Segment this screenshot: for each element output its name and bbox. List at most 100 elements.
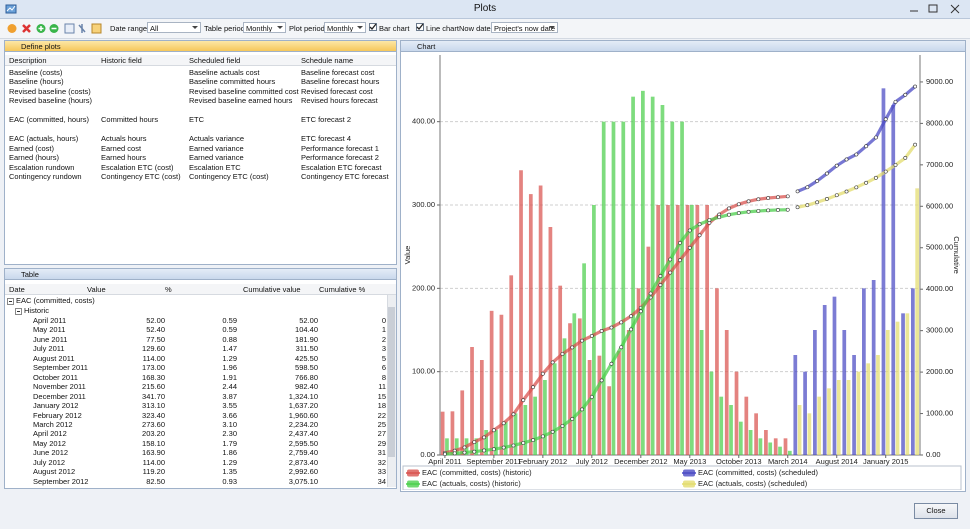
table-cell: 114.00 bbox=[142, 353, 165, 363]
bar bbox=[685, 205, 690, 455]
line-marker bbox=[756, 209, 761, 213]
bar bbox=[778, 446, 782, 455]
line-marker bbox=[746, 209, 751, 214]
bar bbox=[797, 405, 802, 455]
table-cell: Earned variance bbox=[189, 143, 244, 153]
line-marker bbox=[893, 99, 898, 104]
date-range-select[interactable]: All bbox=[147, 22, 201, 33]
line-marker bbox=[550, 360, 555, 365]
table-cell: Actuals cost bbox=[101, 124, 142, 134]
bar bbox=[597, 355, 602, 455]
line-marker bbox=[815, 200, 820, 205]
bar bbox=[729, 405, 733, 455]
bar bbox=[738, 421, 743, 455]
x-tick-label: January 2015 bbox=[863, 457, 908, 466]
legend-box bbox=[402, 465, 962, 490]
column-header: Historic field bbox=[101, 56, 142, 65]
plot-period-select[interactable]: Monthly bbox=[324, 22, 366, 33]
column-header: Cumulative % bbox=[319, 285, 366, 294]
table-cell: 1.91 bbox=[222, 372, 237, 382]
table-cell: 3,075.10 bbox=[288, 476, 318, 486]
scrollbar-thumb[interactable] bbox=[388, 307, 395, 457]
table-cell: Baseline (hours) bbox=[9, 77, 64, 86]
line-marker bbox=[531, 385, 535, 390]
table-cell: Revised baseline (costs) bbox=[9, 86, 91, 96]
bar bbox=[587, 360, 592, 455]
column-header: Scheduled field bbox=[189, 56, 241, 65]
table-cell: 3 bbox=[381, 344, 386, 354]
table-cell: 1.29 bbox=[222, 457, 237, 467]
bar-chart-checkbox[interactable] bbox=[369, 23, 377, 31]
table-cell: ETC forecast 1 bbox=[301, 105, 352, 115]
bar bbox=[881, 88, 886, 456]
bar bbox=[695, 205, 700, 455]
table-cell: 29 bbox=[377, 438, 386, 448]
bar bbox=[470, 347, 474, 455]
bar bbox=[523, 405, 528, 455]
table-cell: Revised forecast cost bbox=[301, 86, 373, 96]
bar-chart-label: Bar chart bbox=[379, 24, 410, 33]
bar bbox=[885, 330, 890, 455]
line-marker bbox=[482, 435, 486, 440]
table-cell: 119.20 bbox=[142, 467, 165, 477]
table-cell: 158.10 bbox=[142, 438, 165, 448]
line-marker bbox=[834, 163, 839, 168]
bar bbox=[454, 438, 459, 455]
table-cell: 8 bbox=[381, 372, 386, 382]
column-header-row bbox=[5, 55, 396, 66]
table-cell: 1,960.60 bbox=[288, 410, 318, 420]
panel-header: Chart bbox=[401, 41, 965, 52]
bar bbox=[538, 185, 543, 455]
bar bbox=[631, 96, 635, 455]
line-marker bbox=[540, 371, 545, 376]
close-button[interactable]: Close bbox=[914, 503, 958, 519]
title-bar: Plots bbox=[0, 0, 970, 19]
table-cell: April 2012 bbox=[33, 429, 67, 439]
line-marker bbox=[560, 424, 565, 428]
line-marker bbox=[727, 206, 731, 211]
line-chart-checkbox[interactable] bbox=[416, 23, 424, 31]
now-date-select[interactable]: Project's now date bbox=[491, 22, 558, 33]
table-cell: September 2012 bbox=[33, 476, 89, 486]
line-chart-label: Line chart bbox=[426, 24, 459, 33]
table-cell: 2,992.60 bbox=[288, 467, 318, 477]
y2-tick-label: 7000.00 bbox=[926, 160, 953, 169]
line-marker bbox=[883, 169, 888, 174]
line-marker bbox=[501, 445, 506, 450]
now-date-label: Now date: bbox=[459, 24, 493, 33]
toolbar-icons[interactable] bbox=[6, 22, 106, 35]
table-cell: 323.40 bbox=[142, 410, 165, 420]
bar bbox=[901, 313, 905, 455]
line-marker bbox=[717, 215, 722, 220]
table-cell: EAC (committed, hours) bbox=[9, 115, 90, 124]
table-cell: August 2011 bbox=[33, 353, 75, 363]
table-cell: 114.00 bbox=[142, 457, 165, 467]
bar bbox=[548, 227, 553, 455]
table-cell: 0.88 bbox=[222, 334, 237, 344]
line-marker bbox=[746, 199, 751, 204]
table-cell: 3.10 bbox=[222, 419, 237, 429]
table-cell: ETC forecast 2 bbox=[301, 115, 352, 124]
y2-axis-title: Cumulative bbox=[952, 236, 961, 274]
table-period-select[interactable]: Monthly bbox=[243, 22, 286, 33]
legend-label: EAC (actuals, costs) (historic) bbox=[422, 479, 521, 488]
bar bbox=[773, 438, 778, 455]
bar bbox=[460, 390, 465, 455]
bar bbox=[494, 430, 498, 455]
line-marker bbox=[854, 152, 859, 157]
line-marker bbox=[766, 196, 771, 200]
line-marker bbox=[668, 270, 673, 275]
panel-header: Table bbox=[5, 269, 396, 280]
line-marker bbox=[511, 412, 516, 417]
table-cell: 18 bbox=[377, 401, 386, 411]
table-cell: Performance forecast 1 bbox=[301, 143, 379, 153]
y2-tick-label: 6000.00 bbox=[926, 201, 953, 210]
table-cell: Performance forecast 2 bbox=[301, 153, 379, 162]
window-controls[interactable] bbox=[904, 2, 966, 16]
table-cell: July 2012 bbox=[33, 457, 66, 467]
line-marker bbox=[844, 157, 849, 162]
table-cell: EAC (actuals, costs) bbox=[9, 124, 77, 134]
y2-tick-label: 5000.00 bbox=[926, 243, 953, 252]
line-marker bbox=[570, 417, 575, 421]
